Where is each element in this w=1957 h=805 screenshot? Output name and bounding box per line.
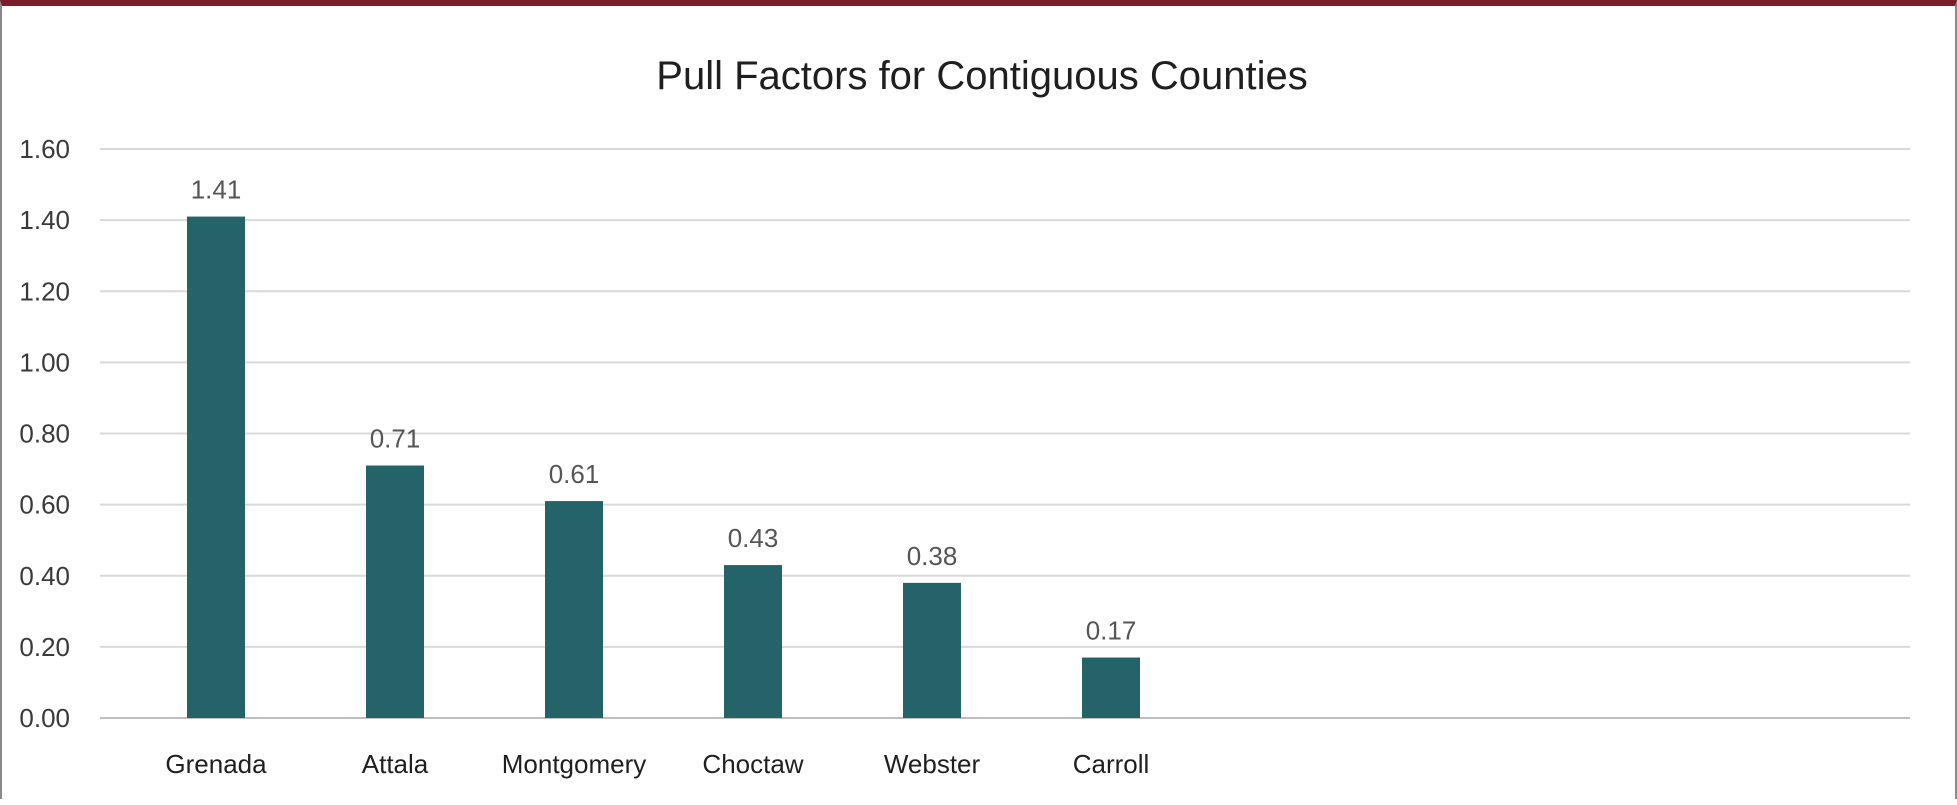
x-axis-category-labels: Grenada Attala Montgomery Choctaw Webster Car… xyxy=(165,749,1149,779)
bars xyxy=(187,216,1140,718)
bar-carroll xyxy=(1082,657,1140,718)
bar-webster xyxy=(903,582,961,718)
data-label-montgomery: 0.61 xyxy=(549,459,600,489)
data-label-webster: 0.38 xyxy=(907,541,958,571)
category-label-attala: Attala xyxy=(362,749,429,779)
bar-grenada xyxy=(187,216,245,718)
category-label-carroll: Carroll xyxy=(1073,749,1150,779)
data-label-choctaw: 0.43 xyxy=(728,523,779,553)
y-tick-label: 0.80 xyxy=(19,419,70,449)
bar-attala xyxy=(366,465,424,718)
y-tick-label: 0.00 xyxy=(19,703,70,733)
y-tick-label: 1.60 xyxy=(19,134,70,164)
data-label-carroll: 0.17 xyxy=(1086,616,1137,646)
data-labels: 1.41 0.71 0.61 0.43 0.38 0.17 xyxy=(191,175,1137,646)
chart-title: Pull Factors for Contiguous Counties xyxy=(656,54,1307,98)
bar-choctaw xyxy=(724,565,782,718)
category-label-grenada: Grenada xyxy=(165,749,267,779)
y-tick-label: 1.20 xyxy=(19,276,70,306)
category-label-choctaw: Choctaw xyxy=(702,749,803,779)
data-label-attala: 0.71 xyxy=(370,424,421,454)
bar-montgomery xyxy=(545,501,603,718)
y-axis-tick-labels: 0.00 0.20 0.40 0.60 0.80 1.00 1.20 1.40 1.60 xyxy=(19,134,70,733)
y-tick-label: 0.20 xyxy=(19,632,70,662)
y-tick-label: 0.60 xyxy=(19,490,70,520)
category-label-montgomery: Montgomery xyxy=(502,749,647,779)
y-tick-label: 1.40 xyxy=(19,205,70,235)
y-tick-label: 0.40 xyxy=(19,561,70,591)
y-tick-label: 1.00 xyxy=(19,347,70,377)
category-label-webster: Webster xyxy=(884,749,981,779)
chart: Pull Factors for Contiguous Counties 0.0… xyxy=(19,54,1910,779)
data-label-grenada: 1.41 xyxy=(191,175,242,205)
